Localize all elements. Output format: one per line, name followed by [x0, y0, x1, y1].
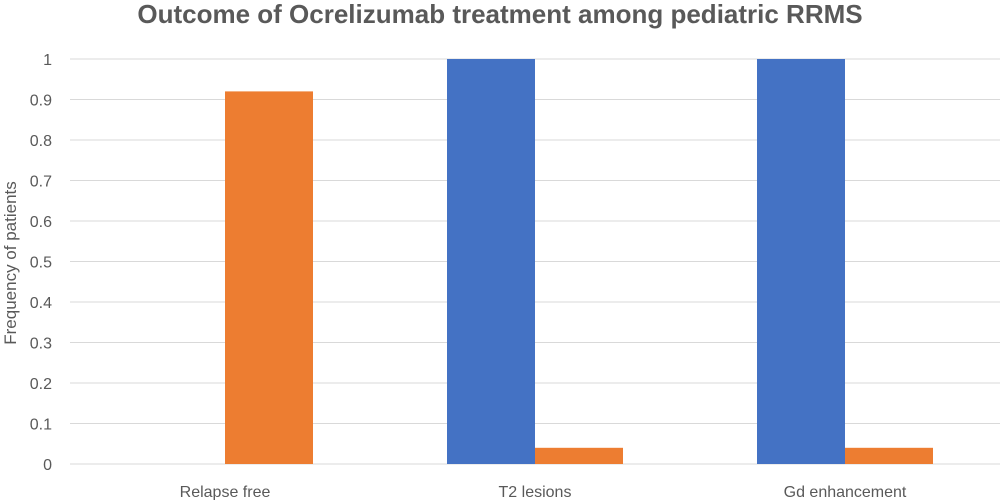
x-category-label: Relapse free	[180, 484, 271, 500]
y-axis-ticks: 0 0.1 0.2 0.3 0.4 0.5 0.6 0.7 0.8 0.9 1	[30, 52, 52, 474]
chart-title: Outcome of Ocrelizumab treatment among p…	[137, 0, 862, 29]
bar-series-1-gd-enhancement	[757, 59, 845, 464]
y-tick-label: 0	[43, 457, 52, 474]
y-tick-label: 0.8	[30, 133, 52, 150]
bar-series-2-relapse-free	[225, 91, 313, 465]
y-tick-label: 0.7	[30, 174, 52, 191]
bar-series-2-t2-lesions	[535, 447, 623, 464]
x-category-label: Gd enhancement	[784, 484, 907, 500]
y-axis-label: Frequency of patients	[1, 181, 20, 344]
y-tick-label: 0.4	[30, 295, 52, 312]
y-tick-label: 1	[43, 52, 52, 69]
bar-series-2-gd-enhancement	[845, 447, 933, 464]
y-tick-label: 0.5	[30, 255, 52, 272]
y-tick-label: 0.9	[30, 93, 52, 110]
bars	[225, 59, 933, 465]
y-tick-label: 0.2	[30, 376, 52, 393]
y-tick-label: 0.6	[30, 214, 52, 231]
y-tick-label: 0.1	[30, 417, 52, 434]
bar-series-1-t2-lesions	[447, 59, 535, 464]
x-axis-categories: Relapse free T2 lesions Gd enhancement	[180, 484, 907, 500]
y-tick-label: 0.3	[30, 336, 52, 353]
x-category-label: T2 lesions	[499, 484, 572, 500]
